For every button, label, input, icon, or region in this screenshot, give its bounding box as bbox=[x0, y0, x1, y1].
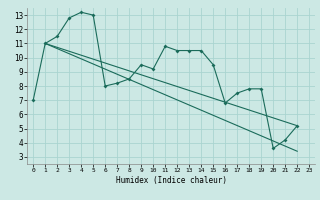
X-axis label: Humidex (Indice chaleur): Humidex (Indice chaleur) bbox=[116, 176, 227, 185]
